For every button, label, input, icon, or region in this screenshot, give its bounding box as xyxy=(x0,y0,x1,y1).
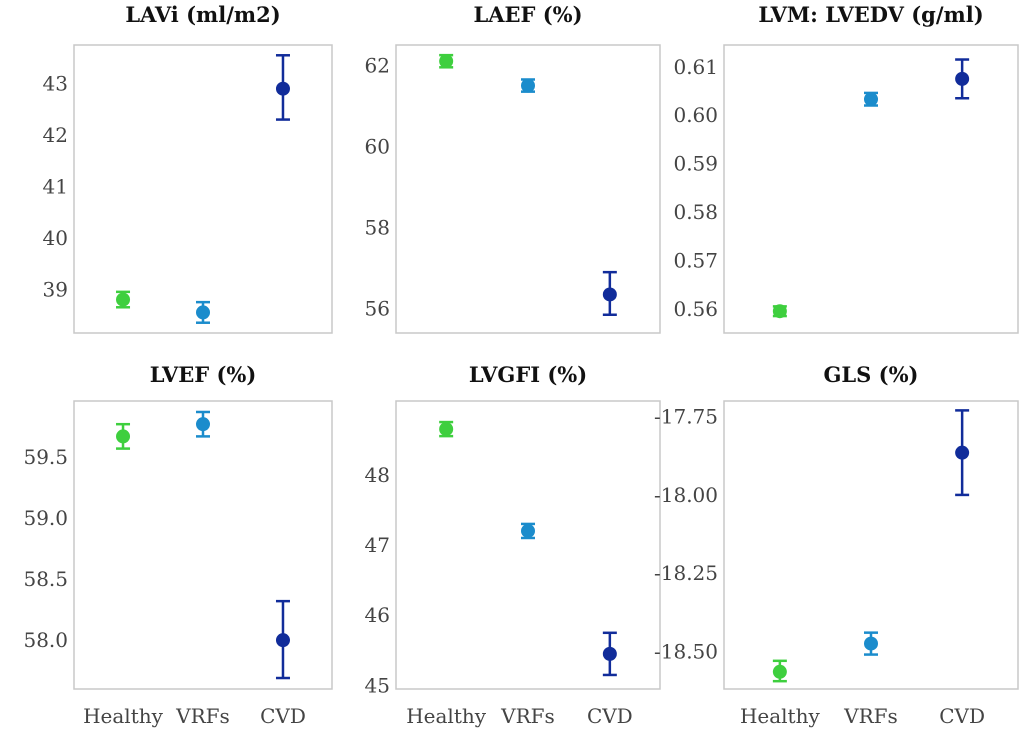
y-tick-label: -18.00 xyxy=(654,483,718,507)
data-point-cvd xyxy=(602,646,617,661)
y-tick-label: 42 xyxy=(43,123,68,147)
data-point-cvd xyxy=(602,287,617,302)
panel-title: LAEF (%) xyxy=(473,2,582,27)
data-point-vrfs xyxy=(864,636,878,651)
y-tick-label: 0.56 xyxy=(673,297,718,321)
x-tick-label: VRFs xyxy=(175,704,230,728)
y-tick-label: -18.25 xyxy=(654,561,718,585)
y-tick-label: 41 xyxy=(43,174,68,198)
x-tick-label: CVD xyxy=(260,704,306,728)
data-point-cvd xyxy=(955,71,970,86)
panel-title: LVM: LVEDV (g/ml) xyxy=(758,2,983,27)
data-point-vrfs xyxy=(521,78,535,93)
x-tick-label: CVD xyxy=(939,704,985,728)
y-tick-label: 0.60 xyxy=(673,103,718,127)
panel-frame xyxy=(723,400,1019,690)
y-tick-label: 46 xyxy=(365,603,390,627)
y-tick-label: 59.5 xyxy=(23,445,68,469)
x-tick-label: VRFs xyxy=(500,704,555,728)
y-tick-label: 62 xyxy=(365,53,390,77)
panel-frame xyxy=(723,44,1019,334)
panel-title: LVEF (%) xyxy=(150,362,257,387)
data-point-vrfs xyxy=(196,417,210,432)
y-tick-label: -18.50 xyxy=(654,639,718,663)
data-point-healthy xyxy=(772,664,787,679)
data-point-healthy xyxy=(772,304,787,319)
data-point-healthy xyxy=(116,292,131,307)
data-point-vrfs xyxy=(521,523,535,538)
panel-title: LAVi (ml/m2) xyxy=(125,2,280,27)
x-tick-label: CVD xyxy=(587,704,633,728)
panel-frame xyxy=(395,400,661,690)
y-tick-label: 0.59 xyxy=(673,152,718,176)
panel-3: LVM: LVEDV (g/ml) 0.56 0.57 0.58 0.59 0.60 0.6… xyxy=(673,2,1019,334)
data-point-healthy xyxy=(439,422,454,437)
x-tick-label: Healthy xyxy=(83,704,164,728)
y-tick-label: -17.75 xyxy=(654,405,718,429)
y-tick-label: 45 xyxy=(365,673,390,697)
y-tick-label: 47 xyxy=(365,533,390,557)
panel-frame xyxy=(395,44,661,334)
data-point-cvd xyxy=(275,633,290,648)
panel-frame xyxy=(73,400,333,690)
y-tick-label: 60 xyxy=(365,134,390,158)
data-point-healthy xyxy=(116,429,131,444)
panel-1: LAVi (ml/m2) 39 40 41 42 43 xyxy=(43,2,333,334)
y-tick-label: 58 xyxy=(365,216,390,240)
y-tick-label: 58.0 xyxy=(23,628,68,652)
panel-5: LVGFI (%) 45 46 47 48 Healthy VRFs CVD xyxy=(365,362,661,728)
y-tick-label: 56 xyxy=(365,297,390,321)
y-tick-label: 39 xyxy=(43,277,68,301)
panel-6: GLS (%) -18.50 -18.25 -18.00 -17.75 Healthy VR… xyxy=(654,362,1019,728)
data-point-healthy xyxy=(439,54,454,69)
data-point-cvd xyxy=(955,445,970,460)
y-tick-label: 59.0 xyxy=(23,506,68,530)
data-point-cvd xyxy=(275,81,290,96)
y-tick-label: 58.5 xyxy=(23,567,68,591)
y-tick-label: 0.61 xyxy=(673,55,718,79)
panel-title: GLS (%) xyxy=(823,362,918,387)
y-tick-label: 0.58 xyxy=(673,200,718,224)
y-tick-label: 48 xyxy=(365,463,390,487)
y-tick-label: 43 xyxy=(43,72,68,96)
data-point-vrfs xyxy=(196,305,210,320)
panel-frame xyxy=(73,44,333,334)
panel-4: LVEF (%) 58.0 58.5 59.0 59.5 Healthy VRFs CVD xyxy=(23,362,333,728)
data-point-vrfs xyxy=(864,92,878,107)
panel-title: LVGFI (%) xyxy=(469,362,587,387)
x-tick-label: Healthy xyxy=(406,704,487,728)
x-tick-label: VRFs xyxy=(843,704,898,728)
panel-2: LAEF (%) 56 58 60 62 xyxy=(365,2,661,334)
y-tick-label: 0.57 xyxy=(673,248,718,272)
x-tick-label: Healthy xyxy=(740,704,821,728)
y-tick-label: 40 xyxy=(43,226,68,250)
